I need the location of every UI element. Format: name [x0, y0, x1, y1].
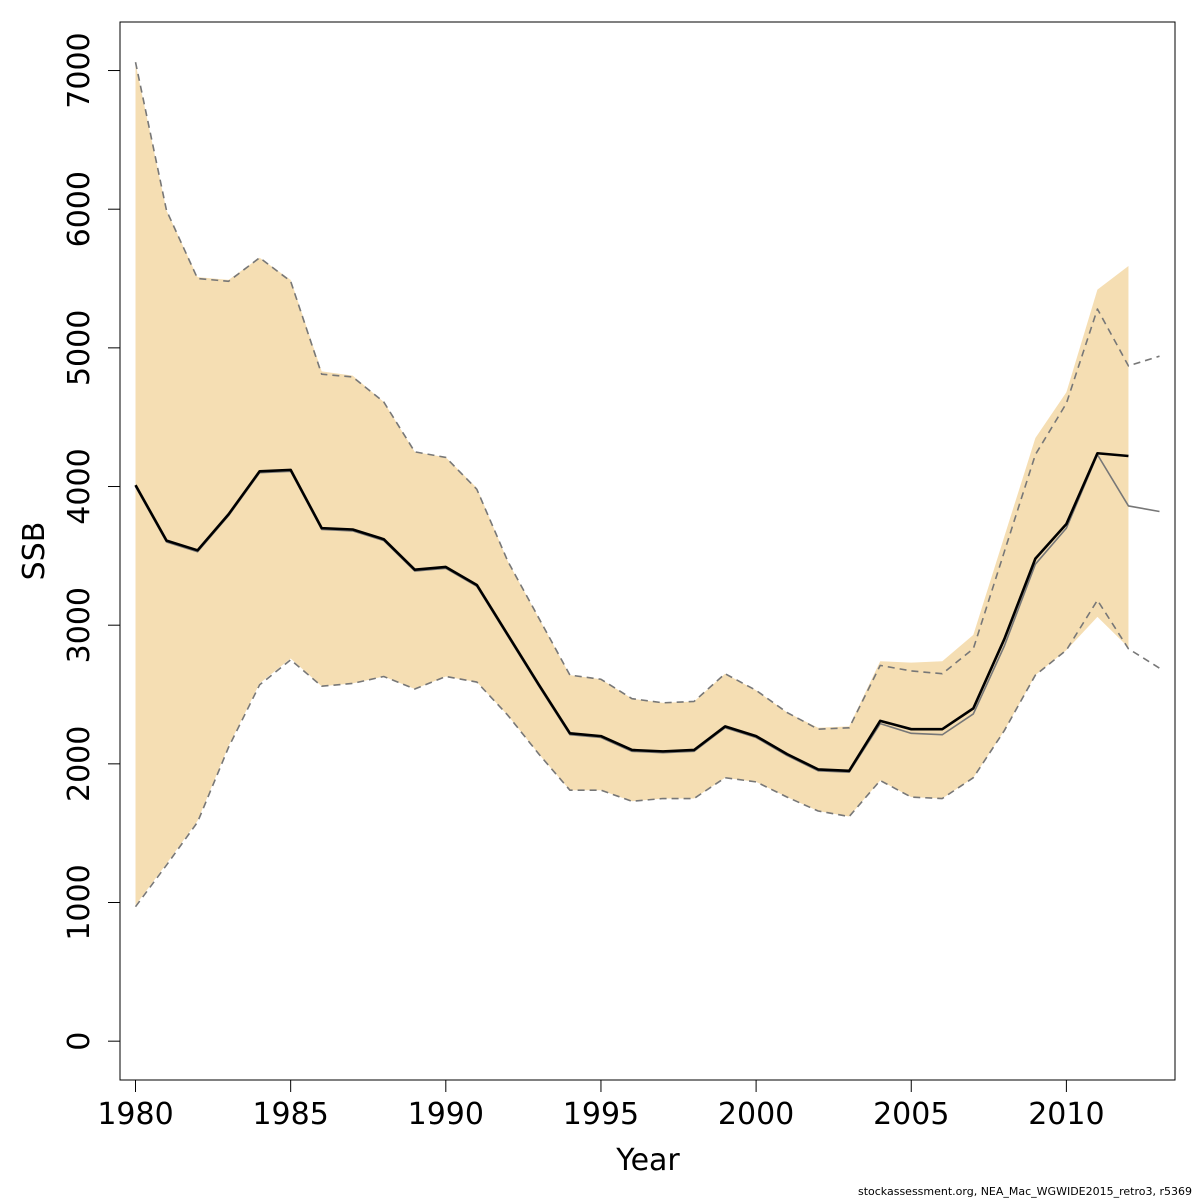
x-tick-label: 2005	[873, 1097, 949, 1132]
y-tick-label: 1000	[62, 864, 97, 940]
x-axis-title: Year	[615, 1143, 680, 1178]
series-line-3	[134, 599, 1160, 908]
x-tick-label: 1980	[97, 1097, 173, 1132]
x-tick-label: 2010	[1028, 1097, 1104, 1132]
footer-credit: stockassessment.org, NEA_Mac_WGWIDE2015_…	[857, 1185, 1192, 1198]
x-axis: 1980 1985 1990 1995 2000 2005 2010	[97, 1079, 1105, 1132]
series-line-0	[134, 451, 1129, 773]
x-tick-label: 1990	[408, 1097, 484, 1132]
confidence-band	[135, 63, 1129, 906]
x-tick-label: 1995	[563, 1097, 639, 1132]
y-axis-title: SSB	[17, 522, 52, 581]
x-tick-label: 2000	[718, 1097, 794, 1132]
x-tick-label: 1985	[252, 1097, 328, 1132]
y-tick-label: 7000	[62, 32, 97, 108]
y-tick-label: 6000	[62, 171, 97, 247]
y-tick-label: 5000	[62, 310, 97, 386]
confidence-band-layer	[135, 63, 1129, 906]
y-tick-label: 4000	[62, 448, 97, 524]
y-tick-label: 2000	[62, 726, 97, 802]
y-tick-label: 3000	[62, 587, 97, 663]
series-line-2	[134, 62, 1160, 730]
y-tick-label: 0	[62, 1032, 97, 1051]
y-axis: 0 1000 2000 3000 4000 5000 6000 7000	[62, 32, 121, 1051]
series-layer	[134, 62, 1160, 908]
